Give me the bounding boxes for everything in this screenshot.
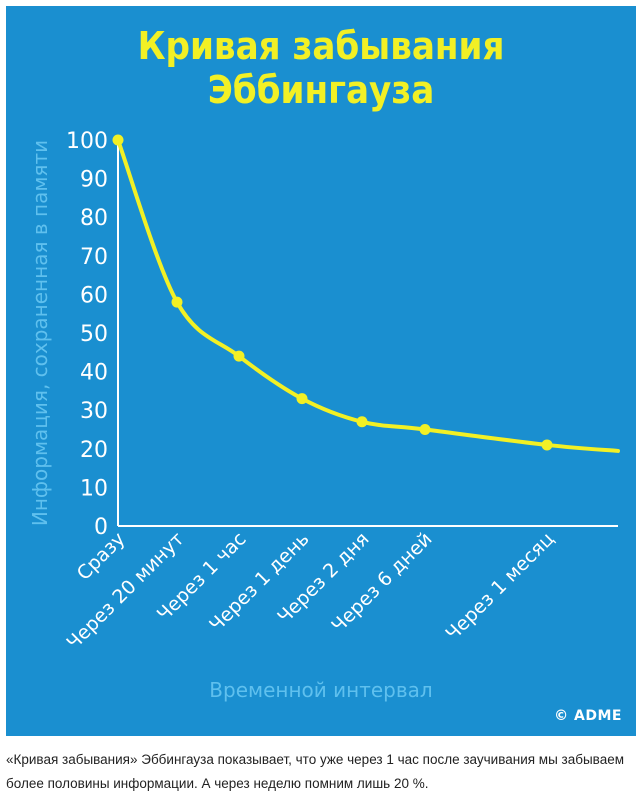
chart-title-line-1: Кривая забывания	[137, 24, 505, 68]
caption-text: «Кривая забывания» Эббингауза показывает…	[6, 752, 624, 791]
y-tick-30: 30	[80, 399, 108, 424]
x-tick-6: Через 1 месяц	[441, 528, 558, 645]
credit-label: © ADME	[554, 708, 622, 724]
data-point-6	[541, 439, 553, 451]
data-point-0	[112, 134, 124, 146]
chart-title-line-2: Эббингауза	[207, 68, 435, 112]
y-tick-70: 70	[80, 245, 108, 270]
y-tick-10: 10	[80, 476, 108, 501]
chart-title: Кривая забывания Эббингауза	[6, 24, 636, 112]
y-tick-80: 80	[80, 206, 108, 231]
data-point-5	[419, 424, 431, 435]
y-axis-label: Информация, сохраненная в памяти	[28, 140, 52, 526]
y-tick-100: 100	[66, 129, 108, 154]
data-points	[112, 134, 553, 451]
x-axis-label: Временной интервал	[209, 678, 433, 702]
forgetting-curve-line	[116, 138, 620, 453]
data-point-2	[233, 350, 245, 362]
y-tick-60: 60	[80, 283, 108, 308]
y-tick-20: 20	[80, 438, 108, 463]
data-point-4	[356, 416, 368, 428]
chart-panel: Кривая забывания Эббингауза Информация, …	[6, 6, 636, 736]
y-tick-40: 40	[80, 361, 108, 386]
data-point-1	[171, 296, 183, 308]
y-tick-90: 90	[80, 168, 108, 193]
forgetting-curve-chart: Информация, сохраненная в памяти 0 10 20 30…	[28, 129, 620, 654]
y-tick-50: 50	[80, 322, 108, 347]
y-tick-labels: 0 10 20 30 40 50 60 70 80 90 100	[66, 129, 108, 540]
y-tick-0: 0	[94, 515, 108, 540]
data-point-3	[296, 393, 308, 405]
